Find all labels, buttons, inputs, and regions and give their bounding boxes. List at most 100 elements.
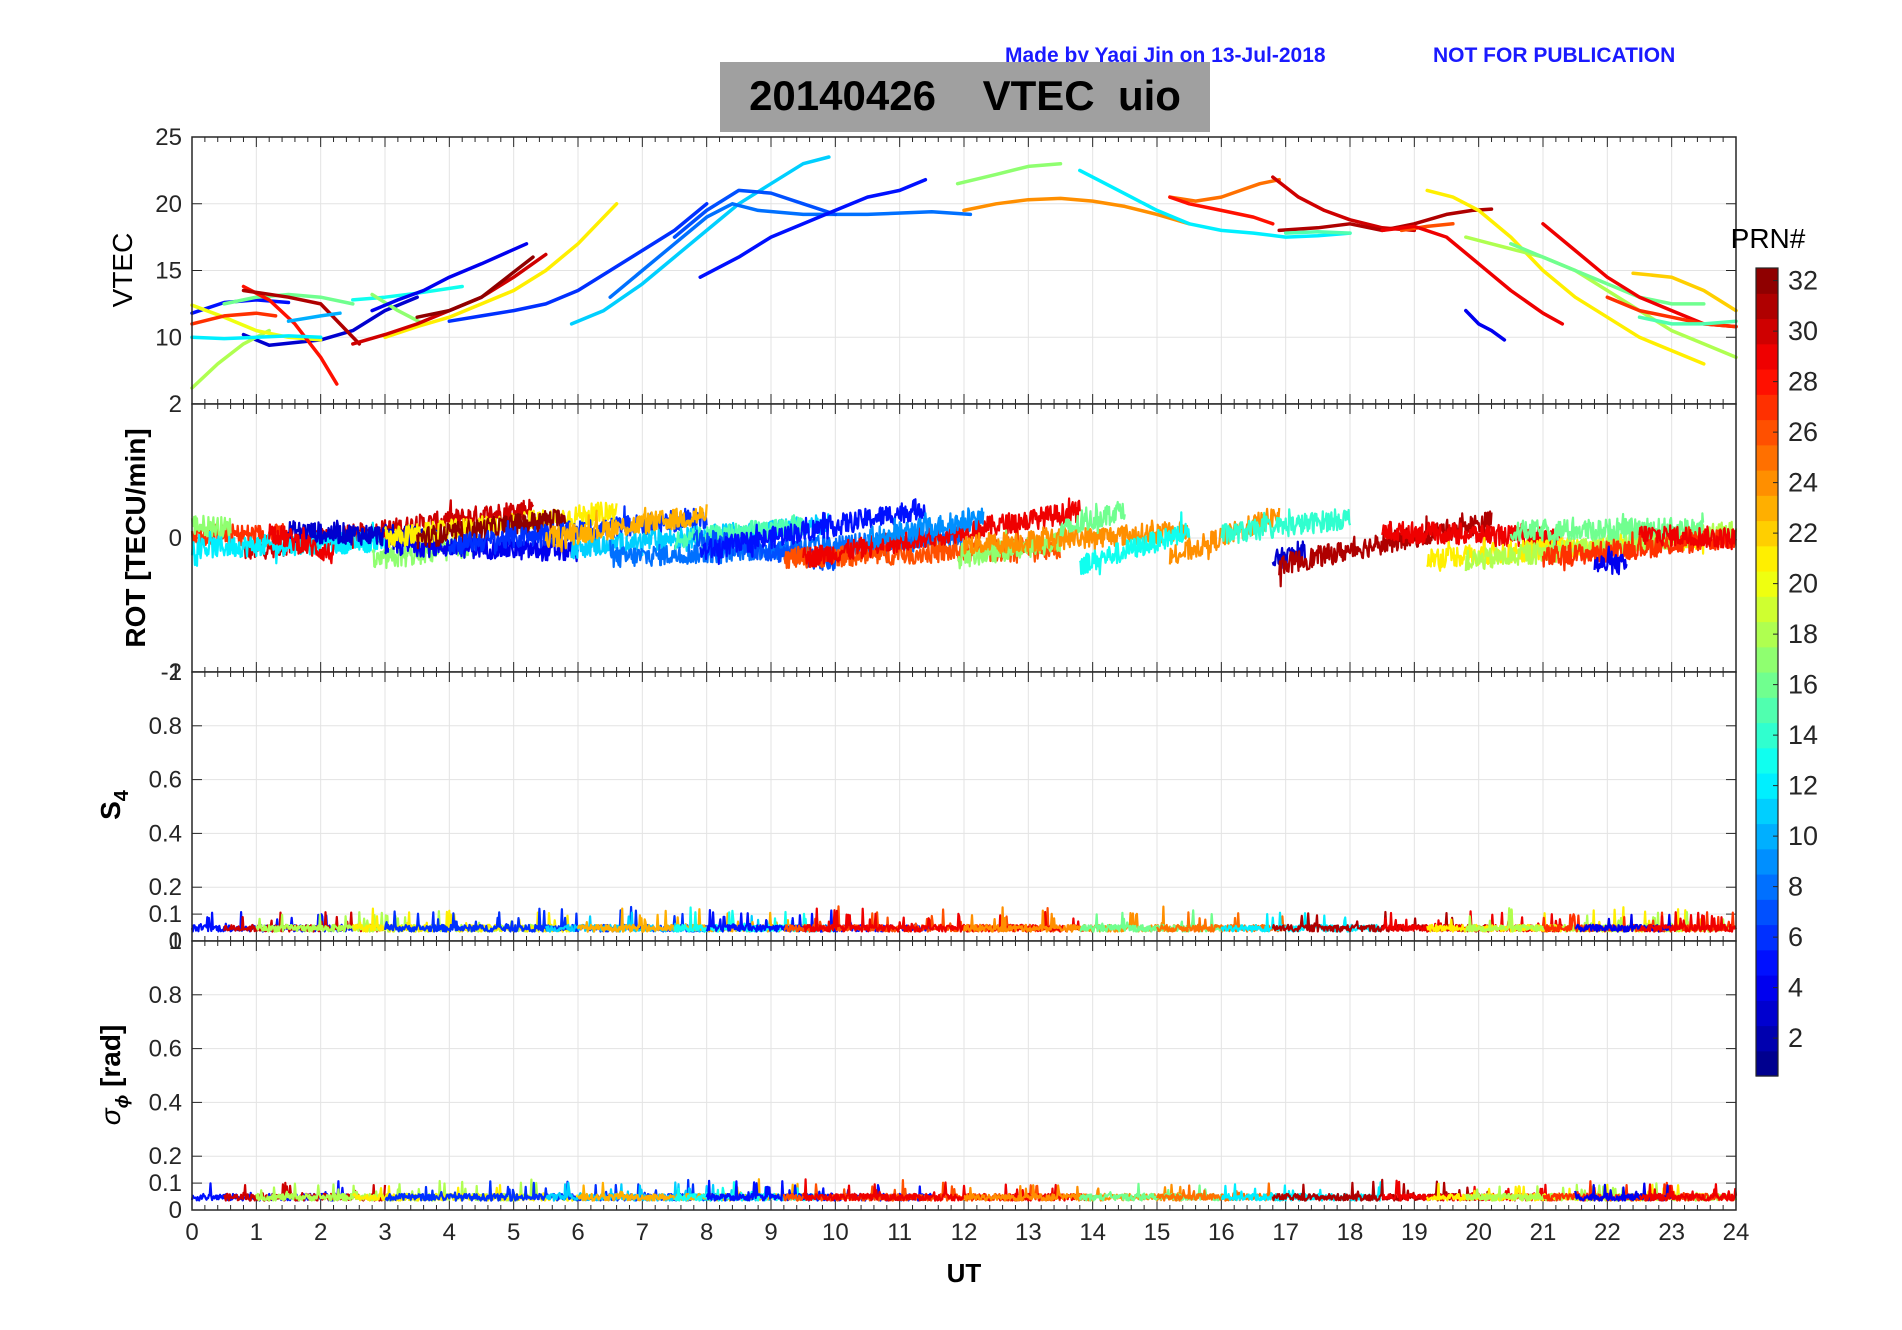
scint-series-prn-12 <box>1220 911 1384 933</box>
vtec-series-prn-26 <box>1399 222 1455 233</box>
vtec-series-prn-32 <box>415 255 535 319</box>
y-tick-label: 0.6 <box>149 1036 182 1063</box>
vtec-series-prn-8 <box>608 202 973 299</box>
chart-title: 20140426 VTEC uio <box>749 72 1181 119</box>
y-tick-label: 2 <box>169 391 182 418</box>
scint-series-prn-29 <box>1638 911 1737 933</box>
y-tick-label: 0.1 <box>149 1170 182 1197</box>
colorbar-tick-label: 14 <box>1788 720 1818 750</box>
colorbar-segment <box>1756 571 1778 597</box>
x-tick-label: 16 <box>1208 1219 1235 1246</box>
colorbar-segment <box>1756 293 1778 320</box>
colorbar-segment <box>1756 268 1778 294</box>
vtec-series-prn-15 <box>1283 230 1352 235</box>
rot-series-prn-29 <box>268 523 335 565</box>
colorbar-segment <box>1756 495 1778 522</box>
colorbar-tick-label: 16 <box>1788 670 1818 700</box>
y-axis-label-vtec: VTEC <box>107 233 138 308</box>
vtec-series-prn-21 <box>1425 188 1706 366</box>
vtec-series <box>190 155 1738 390</box>
colorbar-tick-label: 30 <box>1788 316 1818 346</box>
colorbar-tick-label: 26 <box>1788 417 1818 447</box>
vtec-series-prn-4 <box>370 242 529 313</box>
title-box: 20140426 VTEC uio <box>720 62 1210 132</box>
rot-series-prn-16 <box>1509 512 1705 551</box>
y-axis-label-sigma: σϕ [rad] <box>95 1025 132 1126</box>
x-tick-label: 12 <box>951 1219 978 1246</box>
rot-series-prn-23 <box>544 504 708 553</box>
vtec-series-prn-3 <box>241 295 419 348</box>
colorbar-segment <box>1756 369 1778 395</box>
vtec-series-prn-28 <box>1168 195 1275 226</box>
rot-series-prn-13 <box>1078 511 1191 576</box>
x-tick-label: 3 <box>378 1219 391 1246</box>
colorbar-segment <box>1756 747 1778 774</box>
x-tick-label: 14 <box>1079 1219 1106 1246</box>
rot-series-prn-9 <box>866 507 985 549</box>
y-tick-label: -2 <box>161 659 182 686</box>
vtec-series-prn-20 <box>190 303 323 342</box>
x-tick-labels: 0 1 2 3 4 5 6 7 8 9 10 11 12 13 14 15 16 17 18 19 20 21 22 23 24 <box>185 1219 1749 1246</box>
vtec-series-prn-21 <box>383 202 619 340</box>
y-axis-label-rot: ROT [TECU/min] <box>120 428 151 647</box>
colorbar-segment <box>1756 545 1778 572</box>
y-tick-label: 25 <box>155 124 182 151</box>
y-axis-label-s4: S4 <box>95 789 133 820</box>
colorbar-segment <box>1756 823 1778 850</box>
vtec-series-prn-5 <box>698 177 928 279</box>
vtec-series-prn-31 <box>241 288 362 346</box>
rot-series-prn-5 <box>699 498 927 566</box>
colorbar-segment <box>1756 419 1778 446</box>
colorbar-segment <box>1756 899 1778 926</box>
x-tick-label: 10 <box>822 1219 849 1246</box>
y-tick-label: 15 <box>155 258 182 285</box>
x-tick-label: 24 <box>1723 1219 1750 1246</box>
scint-series <box>190 1178 1738 1202</box>
vtec-series-prn-16 <box>222 292 355 306</box>
colorbar-tick-label: 20 <box>1788 569 1818 599</box>
y-tick-label: 0.4 <box>149 1089 182 1116</box>
y-tick-label: 0.2 <box>149 1143 182 1170</box>
vtec-series-prn-11 <box>569 155 831 326</box>
vtec-series-prn-6 <box>447 202 709 323</box>
colorbar-segment <box>1756 848 1778 875</box>
colorbar-frame <box>1755 267 1779 1077</box>
vtec-series-prn-25 <box>1168 177 1281 203</box>
vtec-series-prn-28 <box>241 284 339 386</box>
vtec-series-prn-4 <box>1464 308 1507 342</box>
x-tick-label: 0 <box>185 1219 198 1246</box>
colorbar-segment <box>1756 773 1778 799</box>
y-tick-label: 10 <box>155 324 182 351</box>
y-tick-label: 0 <box>169 525 182 552</box>
colorbar-segment <box>1756 1000 1778 1027</box>
x-tick-label: 11 <box>887 1219 912 1246</box>
colorbar-segment <box>1756 621 1778 648</box>
y-tick-label: 1 <box>169 659 182 686</box>
colorbar-segment <box>1756 874 1778 900</box>
vtec-series-prn-27 <box>190 311 278 326</box>
rot-series-prn-17 <box>190 514 232 539</box>
x-tick-label: 18 <box>1337 1219 1364 1246</box>
colorbar-tick-label: 18 <box>1788 619 1818 649</box>
scint-series-prn-24 <box>962 905 1191 933</box>
colorbar-segment <box>1756 646 1778 673</box>
x-tick-label: 17 <box>1272 1219 1299 1246</box>
x-tick-label: 6 <box>571 1219 584 1246</box>
rot-series-prn-4 <box>1593 545 1628 576</box>
colorbar-label: PRN# <box>1731 223 1806 254</box>
colorbar-segment <box>1756 1050 1778 1077</box>
colorbar-tick-label: 8 <box>1788 872 1803 902</box>
panel-vtec: 10 15 20 25 <box>155 124 1738 405</box>
y-tick-label: 0.2 <box>149 874 182 901</box>
x-tick-label: 21 <box>1530 1219 1557 1246</box>
colorbar-tick-label: 24 <box>1788 468 1818 498</box>
colorbar-segment <box>1756 672 1778 698</box>
y-tick-label: 0.6 <box>149 767 182 794</box>
vtec-series-prn-18 <box>1464 235 1738 360</box>
y-tick-label: 0 <box>169 928 182 955</box>
notice-text: NOT FOR PUBLICATION <box>1433 44 1676 67</box>
vtec-series-prn-24 <box>962 196 1191 226</box>
colorbar-tick-label: 6 <box>1788 922 1803 952</box>
colorbar-segment <box>1756 520 1778 547</box>
y-tick-label: 0.8 <box>149 982 182 1009</box>
